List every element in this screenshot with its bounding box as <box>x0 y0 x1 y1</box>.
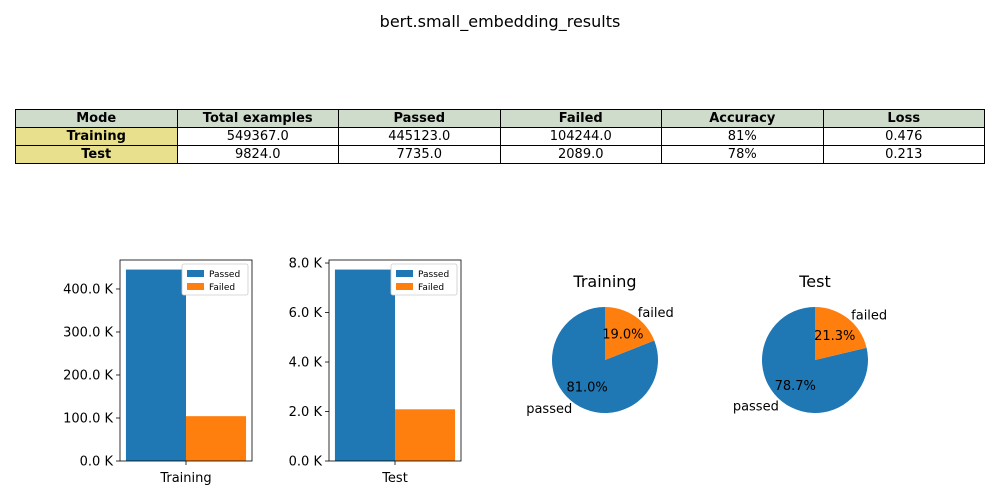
pie-label-failed: failed <box>638 306 674 321</box>
header-loss: Loss <box>822 109 985 128</box>
pie-label-passed: passed <box>526 402 572 417</box>
y-tick-label: 400.0 K <box>63 282 113 297</box>
y-tick-label: 200.0 K <box>63 368 113 383</box>
table-cell: 2089.0 <box>499 145 662 164</box>
row-label-training: Training <box>15 127 178 146</box>
pie-slice-failed <box>605 307 655 360</box>
legend-label-failed: Failed <box>209 283 235 293</box>
pie-pct-failed: 21.3% <box>814 329 855 344</box>
y-tick-label: 0.0 K <box>289 455 323 470</box>
bar-failed-test <box>395 409 456 461</box>
legend-label-passed: Passed <box>209 270 240 280</box>
legend-swatch-failed <box>396 283 413 290</box>
header-accuracy: Accuracy <box>661 109 824 128</box>
legend-label-passed: Passed <box>418 270 449 280</box>
pie-slice-failed <box>815 307 867 360</box>
y-tick-label: 2.0 K <box>289 405 323 420</box>
y-tick-label: 4.0 K <box>289 356 323 371</box>
pie-pct-passed: 78.7% <box>775 379 816 394</box>
table-cell: 81% <box>661 127 824 146</box>
legend-swatch-failed <box>187 283 204 290</box>
pie-label-failed: failed <box>851 308 887 323</box>
table-cell: 78% <box>661 145 824 164</box>
results-table: Mode Total examples Passed Failed Accura… <box>15 109 985 164</box>
pie-slice-passed <box>551 307 658 413</box>
bar-passed-training <box>125 269 186 461</box>
x-tick-label: Test <box>381 471 408 486</box>
bar-failed-training <box>186 416 247 461</box>
y-tick-label: 0.0 K <box>80 455 114 470</box>
figure-title: bert.small_embedding_results <box>379 12 621 31</box>
legend-swatch-passed <box>396 270 413 277</box>
table-cell: 445123.0 <box>338 127 501 146</box>
table-row: Test 9824.0 7735.0 2089.0 78% 0.213 <box>15 145 985 164</box>
y-tick-label: 100.0 K <box>63 411 113 426</box>
table-cell: 9824.0 <box>176 145 339 164</box>
header-mode: Mode <box>15 109 178 128</box>
x-tick-label: Training <box>159 471 211 486</box>
pie-label-passed: passed <box>733 400 779 415</box>
pie-pct-failed: 19.0% <box>602 328 643 343</box>
legend-label-failed: Failed <box>418 283 444 293</box>
table-cell: 0.213 <box>822 145 985 164</box>
pie-title-training: Training <box>572 272 636 291</box>
table-cell: 7735.0 <box>338 145 501 164</box>
pie-pct-passed: 81.0% <box>566 380 607 395</box>
header-total-examples: Total examples <box>176 109 339 128</box>
y-tick-label: 6.0 K <box>289 306 323 321</box>
pie-title-test: Test <box>798 272 831 291</box>
header-passed: Passed <box>338 109 501 128</box>
legend-swatch-passed <box>187 270 204 277</box>
bar-passed-test <box>334 269 395 461</box>
y-tick-label: 300.0 K <box>63 325 113 340</box>
table-header-row: Mode Total examples Passed Failed Accura… <box>15 109 985 128</box>
y-tick-label: 8.0 K <box>289 257 323 272</box>
row-label-test: Test <box>15 145 178 164</box>
